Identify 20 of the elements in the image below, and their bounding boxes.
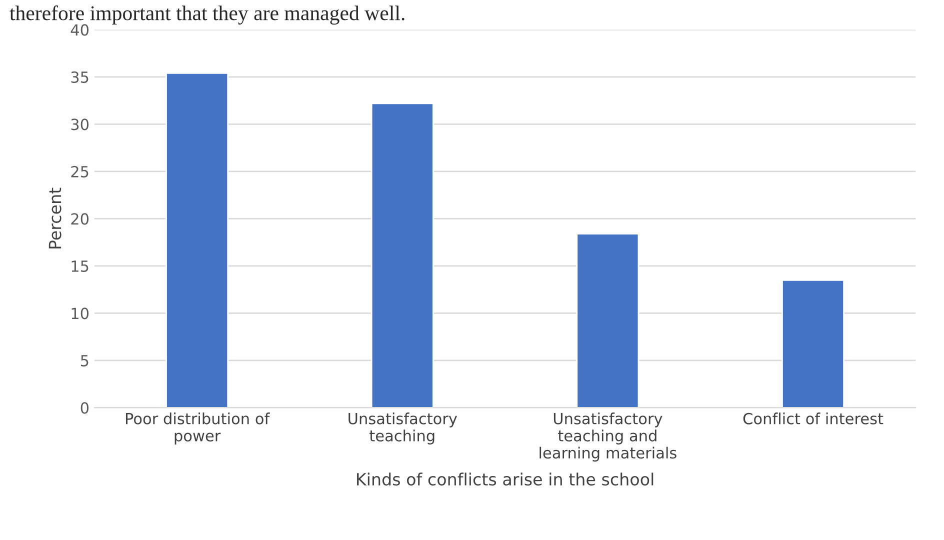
bar [782, 279, 845, 408]
bar [166, 72, 229, 408]
y-tick-label: 25 [71, 166, 88, 178]
x-tick-label: Poor distribution of power [126, 412, 270, 444]
text: therefore important that they are managed well. [10, 5, 404, 25]
x-axis-title: Kinds of conflicts arise in the school [357, 472, 654, 486]
x-tick-label: Conflict of interest [743, 412, 884, 424]
y-tick-label: 30 [71, 118, 89, 130]
x-tick-label: Unsatisfactory teaching [348, 412, 458, 444]
y-tick-label: 15 [72, 260, 88, 272]
y-tick-label: 40 [70, 24, 89, 36]
y-tick-label: 0 [80, 402, 89, 414]
x-tick-label: Unsatisfactory teaching and learning materials [540, 412, 676, 462]
y-tick-label: 20 [71, 213, 89, 225]
y-tick-label: 35 [71, 71, 88, 83]
y-axis-title: Percent [48, 188, 62, 248]
bar [576, 233, 640, 408]
bar [370, 102, 434, 408]
y-tick-label: 10 [72, 308, 89, 320]
y-tick-label: 5 [81, 355, 88, 366]
